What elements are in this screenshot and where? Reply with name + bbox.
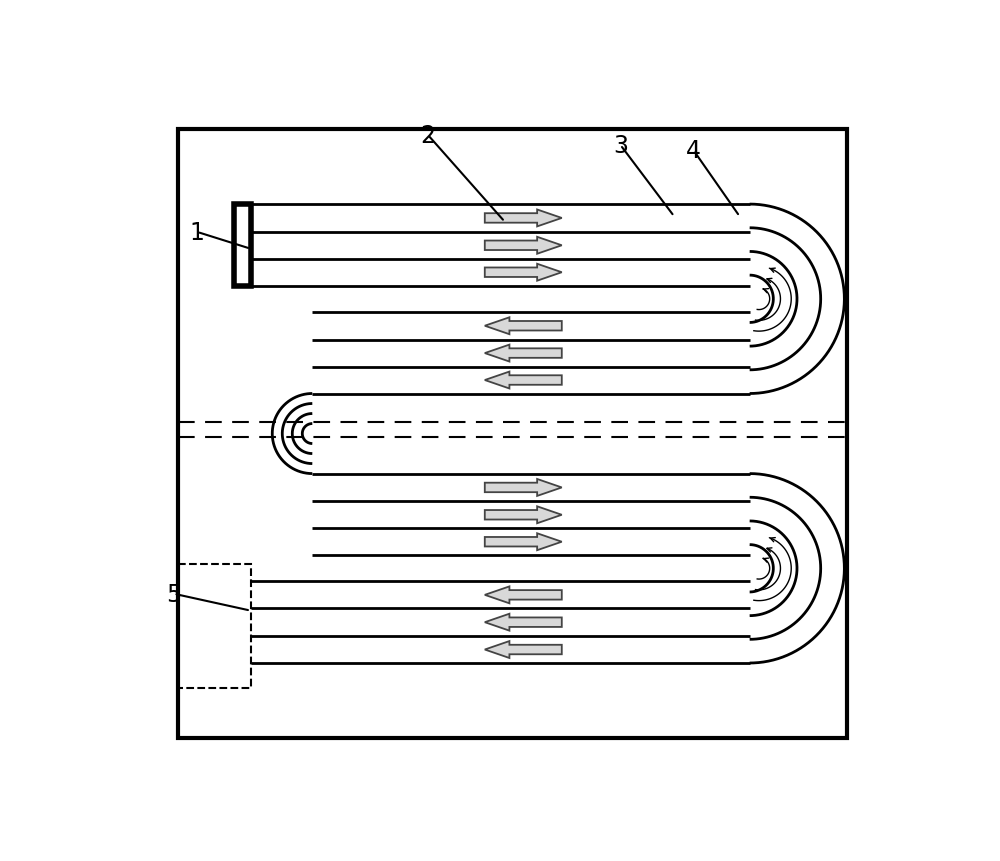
Polygon shape <box>485 480 562 496</box>
Bar <box>178 130 847 738</box>
Polygon shape <box>485 264 562 282</box>
Text: 2: 2 <box>420 124 435 147</box>
Text: 4: 4 <box>686 139 701 163</box>
Bar <box>178 565 251 688</box>
Polygon shape <box>485 614 562 631</box>
Polygon shape <box>485 238 562 255</box>
Polygon shape <box>485 641 562 658</box>
Polygon shape <box>485 210 562 227</box>
Text: 3: 3 <box>613 133 628 158</box>
Polygon shape <box>485 318 562 335</box>
Text: 1: 1 <box>189 220 204 245</box>
Bar <box>234 205 251 287</box>
Polygon shape <box>485 345 562 362</box>
Polygon shape <box>485 372 562 389</box>
Polygon shape <box>485 507 562 523</box>
Polygon shape <box>485 534 562 550</box>
Text: 5: 5 <box>166 582 181 606</box>
Polygon shape <box>485 586 562 604</box>
